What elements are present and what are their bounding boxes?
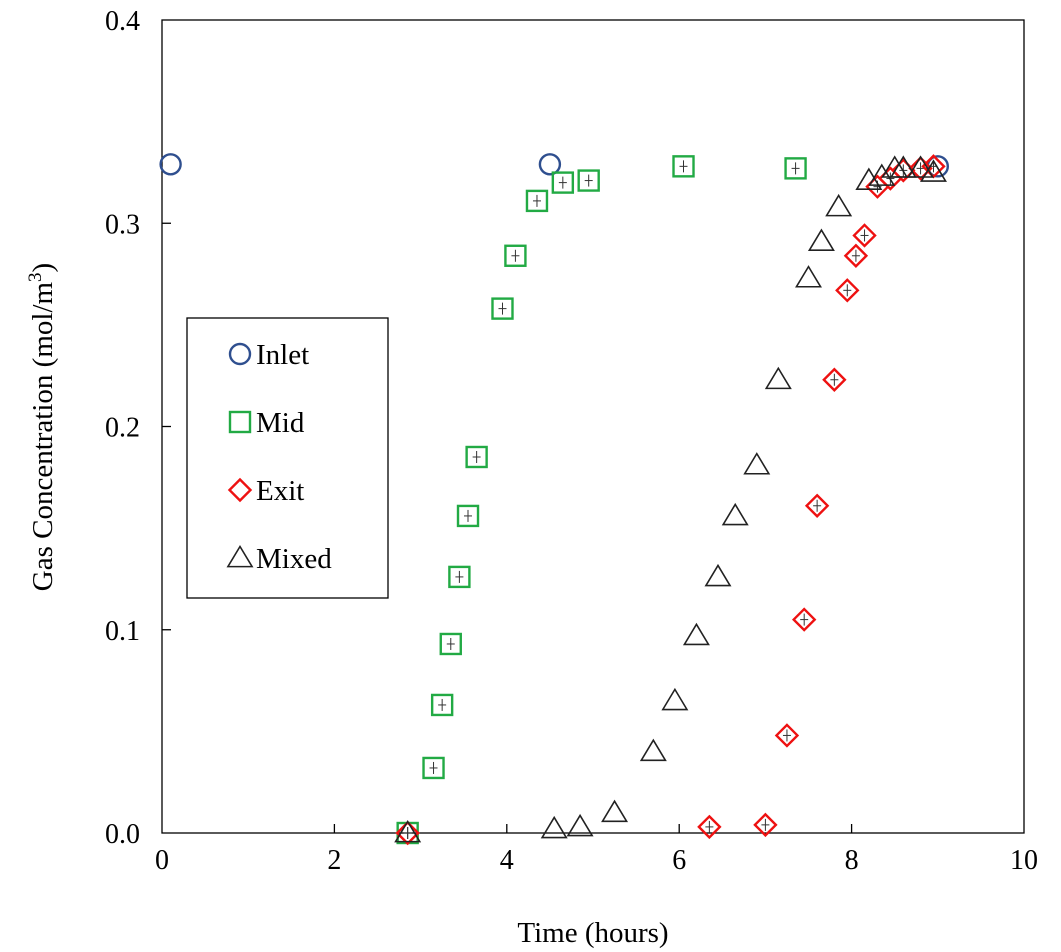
point-mid [525, 189, 549, 213]
y-tick-label: 0.4 [105, 6, 140, 37]
y-tick-label: 0.2 [105, 413, 140, 444]
point-inlet [159, 153, 182, 176]
point-mixed [704, 563, 732, 587]
point-inlet [538, 153, 562, 176]
point-mixed [868, 163, 896, 186]
point-mixed [540, 815, 568, 839]
point-mixed [682, 622, 710, 646]
point-exit [804, 493, 830, 518]
point-mixed [394, 819, 422, 843]
point-exit [822, 367, 847, 392]
y-axis-title: Gas Concentration (mol/m3) [25, 263, 59, 591]
point-exit [908, 156, 933, 181]
point-mixed [807, 228, 835, 251]
legend-label-exit: Exit [256, 475, 304, 507]
legend-label-mid: Mid [256, 407, 305, 439]
point-mixed [661, 687, 689, 711]
point-mid [430, 693, 454, 717]
point-mixed [795, 265, 822, 288]
point-exit [835, 278, 860, 303]
point-mid [465, 445, 488, 469]
legend-label-inlet: Inlet [256, 339, 309, 371]
x-axis-title: Time (hours) [517, 917, 668, 949]
point-exit [774, 723, 800, 748]
x-tick-label: 6 [672, 845, 686, 876]
point-exit [843, 243, 869, 268]
point-exit [697, 814, 722, 840]
y-axis-title-main: Gas Concentration (mol/m [27, 282, 59, 592]
point-mixed [566, 813, 594, 837]
point-mixed [920, 159, 947, 182]
point-mid [448, 565, 471, 589]
point-mixed [639, 738, 667, 762]
point-mid [504, 244, 527, 267]
point-mixed [764, 366, 792, 390]
point-mid [422, 756, 445, 780]
point-mid [784, 157, 807, 180]
point-exit [395, 820, 420, 846]
legend-marker-exit [227, 477, 253, 503]
point-mixed [601, 799, 629, 823]
y-axis-title-superscript: 3 [25, 272, 46, 282]
point-exit [791, 607, 817, 632]
x-axis: 0 2 4 6 8 10 [155, 824, 1038, 876]
point-exit [852, 223, 877, 248]
point-mixed [855, 167, 883, 190]
point-mixed [743, 452, 771, 475]
point-mixed [721, 502, 749, 526]
legend-marker-inlet [228, 342, 252, 366]
point-mixed [825, 193, 853, 217]
point-mid [439, 632, 462, 656]
legend-marker-mixed [226, 544, 254, 568]
point-mid [577, 169, 600, 192]
y-axis: 0.0 0.1 0.2 0.3 0.4 [105, 6, 171, 850]
x-tick-label: 0 [155, 845, 169, 876]
point-mid [456, 504, 480, 528]
series-mid [396, 155, 807, 845]
legend-marker-mid [228, 410, 252, 434]
series-mixed [394, 155, 947, 843]
y-tick-label: 0.0 [105, 819, 140, 850]
point-exit [753, 812, 778, 838]
x-tick-label: 2 [327, 845, 341, 876]
legend-box [186, 317, 389, 599]
point-mid [551, 171, 575, 194]
x-tick-label: 8 [845, 845, 859, 876]
point-exit [921, 154, 946, 179]
point-mixed [889, 155, 917, 178]
y-tick-label: 0.3 [105, 209, 140, 240]
series-exit [395, 154, 946, 846]
data-points [159, 153, 949, 846]
x-tick-label: 10 [1010, 845, 1038, 876]
point-mixed [907, 155, 935, 178]
point-mid [672, 155, 695, 178]
point-mid [491, 297, 514, 320]
y-tick-label: 0.1 [105, 616, 140, 647]
legend-label-mixed: Mixed [256, 543, 332, 575]
legend: Inlet Mid Exit Mixed [186, 317, 389, 599]
x-tick-label: 4 [500, 845, 514, 876]
y-axis-title-suffix: ) [27, 263, 59, 273]
